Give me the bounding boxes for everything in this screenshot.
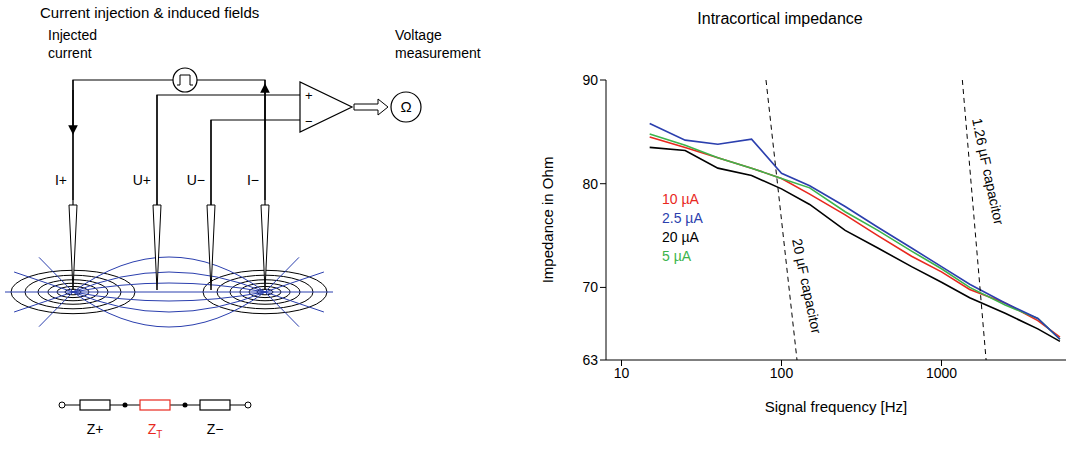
svg-text:measurement: measurement xyxy=(395,45,481,61)
svg-text:10: 10 xyxy=(614,365,630,381)
svg-text:Ω: Ω xyxy=(400,98,411,115)
svg-text:U+: U+ xyxy=(133,172,151,188)
svg-text:20 µF capacitor: 20 µF capacitor xyxy=(789,237,825,335)
svg-text:ZT: ZT xyxy=(148,421,163,440)
svg-text:1000: 1000 xyxy=(926,365,957,381)
svg-text:current: current xyxy=(48,45,92,61)
html-text:2.5 µA: 2.5 µA xyxy=(662,210,703,226)
svg-text:Z−: Z− xyxy=(207,421,224,437)
svg-text:90: 90 xyxy=(582,72,598,88)
svg-text:100: 100 xyxy=(770,365,794,381)
svg-text:Current injection & induced fi: Current injection & induced fields xyxy=(40,4,259,21)
svg-text:1.26 µF capacitor: 1.26 µF capacitor xyxy=(969,117,1007,227)
svg-text:Voltage: Voltage xyxy=(395,27,442,43)
svg-text:−: − xyxy=(305,114,313,129)
svg-text:63: 63 xyxy=(582,352,598,368)
svg-text:U−: U− xyxy=(187,172,205,188)
svg-text:70: 70 xyxy=(582,279,598,295)
html-text:Intracortical impedance: Intracortical impedance xyxy=(697,10,863,27)
svg-text:Impedance in Ohm: Impedance in Ohm xyxy=(540,157,556,284)
html-text:5 µA: 5 µA xyxy=(662,248,692,264)
svg-text:+: + xyxy=(305,88,313,103)
html-text:10 µA: 10 µA xyxy=(662,191,699,207)
svg-text:Signal frequency [Hz]: Signal frequency [Hz] xyxy=(765,398,908,415)
svg-text:Injected: Injected xyxy=(48,27,97,43)
svg-text:80: 80 xyxy=(582,176,598,192)
svg-text:I+: I+ xyxy=(55,172,67,188)
svg-text:I−: I− xyxy=(247,172,259,188)
svg-text:Z+: Z+ xyxy=(87,421,104,437)
html-text:20 µA: 20 µA xyxy=(662,229,699,245)
